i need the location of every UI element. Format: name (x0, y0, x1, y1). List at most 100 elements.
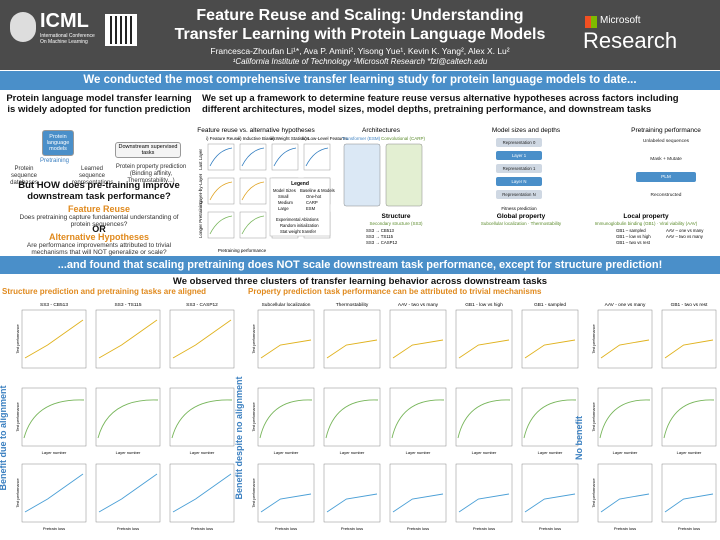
plot-frame (257, 387, 315, 447)
task-title: Structure (382, 213, 411, 220)
mini-plot (239, 211, 267, 239)
y-axis-label: Test performance (16, 324, 20, 353)
x-axis-label: Layer number (42, 450, 67, 455)
y-axis-label: Test performance (252, 324, 256, 353)
plot-frame (323, 463, 381, 523)
plot-frame (597, 463, 653, 523)
mini-plot (239, 143, 267, 171)
panel-title: GB1 - low vs high (465, 302, 503, 308)
or: OR (92, 224, 106, 234)
hyp-row: Layer-by-Layer (198, 173, 203, 204)
plot-frame (21, 387, 87, 447)
plot-frame (661, 387, 717, 447)
plot-trend (326, 339, 378, 359)
task-item: GB1 – two vs rest (616, 240, 651, 245)
task-item: GB1 – sampled (616, 228, 646, 233)
plot-frame (389, 387, 447, 447)
hyp-column: iv) Low-Level Features (302, 136, 348, 141)
plot-frame (95, 463, 161, 523)
cluster-title: Structure prediction and pretraining tas… (2, 288, 206, 296)
plot-trend (458, 493, 510, 513)
plot-frame (169, 309, 235, 369)
x-axis-label: Pretrain loss (539, 526, 561, 531)
panel-title: GB1 - two vs rest (671, 302, 708, 308)
legend-item: ESM (306, 206, 316, 211)
hyp-row: Last Layer (198, 148, 203, 170)
x-axis-label: Pretrain loss (473, 526, 495, 531)
legend-item: Stat weight transfer (280, 229, 317, 234)
legend-box (269, 177, 331, 237)
plot-frame (661, 463, 717, 523)
plot-frame (661, 309, 717, 369)
plot-trend (23, 399, 85, 439)
title-line: Transfer Learning with Protein Language … (174, 26, 546, 43)
task-item: SS3 → CASP12 (366, 240, 398, 245)
hyp-column: i) Feature Reuse (206, 136, 240, 141)
layer-label: Layer 1 (512, 153, 527, 158)
mini-curve (241, 215, 265, 235)
y-axis-label: Test performance (252, 402, 256, 431)
conference: ICML (40, 10, 89, 32)
plot-frame (169, 387, 235, 447)
databases-label: Protein sequence databases (10, 166, 38, 186)
plot-trend (260, 339, 312, 359)
mini-plot (207, 211, 235, 239)
header: ICML International Conference On Machine… (0, 0, 720, 70)
legend-item: Small (278, 194, 289, 199)
legend-heading: Model Sizes (273, 188, 296, 193)
legend-item: CARP (306, 200, 318, 205)
x-axis-label: Layer number (116, 450, 141, 455)
task-sub: Secondary structure (SS3) (369, 221, 423, 226)
legend-item: One-hot (306, 194, 322, 199)
mini-curve (209, 181, 233, 201)
plot-frame (323, 387, 381, 447)
x-axis-label: Pretrain loss (678, 526, 700, 531)
x-axis-label: Layer number (340, 450, 365, 455)
plot-frame (323, 309, 381, 369)
plot-trend (98, 319, 158, 359)
layer-label: Layer N (511, 179, 526, 184)
cluster-side-label: No benefit (574, 416, 584, 460)
x-axis-label: Pretrain loss (614, 526, 636, 531)
plot-trend (663, 399, 715, 439)
y-axis-label: Test performance (592, 324, 596, 353)
legend-title: Legend (291, 181, 309, 187)
plot-trend (600, 493, 650, 513)
x-axis-label: Layer number (613, 450, 638, 455)
plot-frame (597, 309, 653, 369)
plot-frame (389, 463, 447, 523)
cluster-side-label: Benefit due to alignment (0, 385, 8, 490)
layer-label: Representation 1 (503, 166, 536, 171)
sizes-note: Fitness prediction (501, 206, 537, 211)
plot-trend (664, 493, 714, 513)
plot-frame (455, 309, 513, 369)
arch-label: Transformer (ESM) (342, 136, 381, 141)
prediction-label: Protein property prediction (Binding aff… (115, 164, 187, 184)
plot-frame (21, 309, 87, 369)
plot-trend (97, 399, 159, 439)
panel-title: SS3 - CASP12 (186, 302, 218, 308)
legend-heading: Baseline & Models (300, 188, 335, 193)
panel-title: SS3 - CB513 (40, 302, 68, 308)
plot-trend (524, 493, 576, 513)
panel-title: AAV - two vs many (398, 302, 439, 308)
logo-icon (10, 12, 36, 42)
left-heading: Protein language model transfer learning… (6, 93, 192, 115)
y-axis-label: Test performance (16, 478, 20, 507)
panel-title: SS3 - TS115 (114, 302, 141, 308)
pretrain-step: Mask + Mutate (650, 156, 682, 162)
plot-trend (458, 339, 510, 359)
x-axis-label: Pretrain loss (341, 526, 363, 531)
task-item: GB1 – low vs high (616, 234, 651, 239)
plot-trend (172, 473, 232, 513)
x-axis-label: Layer number (538, 450, 563, 455)
plot-frame (597, 387, 653, 447)
task-sub: Subcellular localization · Thermostabili… (481, 221, 562, 226)
hyp-column: ii) Inductive Biases (238, 136, 276, 141)
plot-frame (169, 463, 235, 523)
legend-item: Medium (278, 200, 293, 205)
plm-box (636, 172, 696, 182)
mini-plot (207, 177, 235, 205)
plot-frame (521, 387, 579, 447)
